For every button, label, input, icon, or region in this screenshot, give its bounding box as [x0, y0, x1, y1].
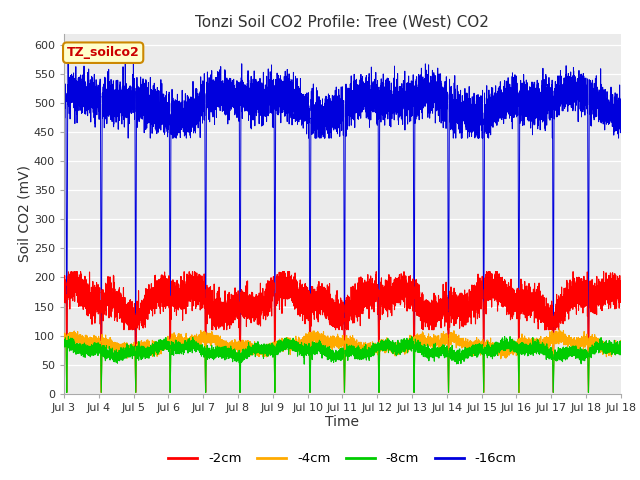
X-axis label: Time: Time	[325, 415, 360, 430]
Legend: -2cm, -4cm, -8cm, -16cm: -2cm, -4cm, -8cm, -16cm	[163, 447, 522, 470]
Title: Tonzi Soil CO2 Profile: Tree (West) CO2: Tonzi Soil CO2 Profile: Tree (West) CO2	[195, 15, 490, 30]
Text: TZ_soilco2: TZ_soilco2	[67, 46, 140, 59]
Y-axis label: Soil CO2 (mV): Soil CO2 (mV)	[17, 165, 31, 262]
